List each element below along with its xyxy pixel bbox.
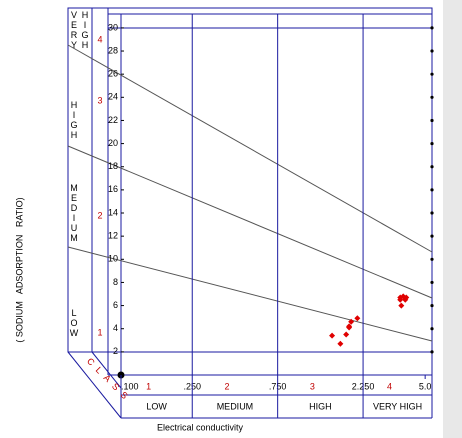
y-tick-label: 10	[108, 254, 118, 264]
y-tick-label: 20	[108, 138, 118, 148]
y-tick-label: 4	[113, 323, 118, 333]
salinity-class-label: LOW	[146, 401, 167, 411]
y-tick-dot	[430, 141, 434, 146]
salinity-class-number: 1	[146, 381, 151, 391]
x-tick-label: 5.0	[419, 381, 432, 391]
sodium-class-number: 2	[97, 210, 102, 220]
sodium-class-number: 3	[97, 95, 102, 105]
sodium-class-label: LOW	[69, 307, 79, 338]
x-tick-label: .100	[121, 381, 139, 391]
y-tick-label: 6	[113, 300, 118, 310]
sodium-class-label: VERY HIGH	[69, 10, 90, 50]
y-tick-dot	[430, 280, 434, 285]
sodium-class-number: 1	[97, 327, 102, 337]
y-tick-dot	[430, 165, 434, 169]
salinity-class-label: HIGH	[309, 401, 332, 411]
data-point	[348, 318, 355, 325]
data-point	[337, 340, 344, 347]
data-point	[354, 315, 361, 322]
data-point	[346, 323, 353, 330]
y-tick-dot	[430, 211, 434, 215]
y-tick-dot	[430, 49, 434, 53]
salinity-class-number: 3	[310, 381, 315, 391]
frame	[67, 7, 433, 419]
y-tick-label: 16	[108, 184, 118, 194]
salinity-class-number: 4	[387, 381, 392, 391]
side-strip	[443, 0, 462, 438]
sodium-class-label: MEDIUM	[69, 182, 79, 243]
y-tick-label: 24	[108, 92, 118, 102]
y-tick-label: 18	[108, 161, 118, 171]
sodium-class-label: HIGH	[69, 100, 79, 140]
y-tick-dot	[430, 350, 434, 354]
hazard-boundaries	[67, 44, 433, 342]
y-tick-label: 2	[113, 346, 118, 356]
y-axis-title: ( SODIUM ADSORPTION RATIO)	[14, 197, 24, 342]
y-tick-dot	[430, 188, 434, 192]
y-tick-dot	[430, 234, 434, 238]
data-point	[343, 331, 350, 338]
data-point	[403, 294, 410, 301]
y-tick-dot	[430, 118, 434, 123]
y-tick-label: 22	[108, 115, 118, 125]
y-tick-label: 14	[108, 207, 118, 217]
x-axis-title: Electrical conductivity	[157, 422, 244, 432]
salinity-class-label: VERY HIGH	[373, 401, 422, 411]
y-tick-dot	[430, 303, 434, 308]
y-tick-dot	[430, 327, 434, 331]
data-point	[397, 296, 404, 303]
salinity-class-label: MEDIUM	[217, 401, 254, 411]
y-tick-dot	[430, 95, 434, 99]
salinity-class-number: 2	[224, 381, 229, 391]
y-tick-dot	[430, 257, 434, 261]
data-point	[398, 302, 405, 309]
y-tick-label: 8	[113, 277, 118, 287]
y-tick-label: 26	[108, 69, 118, 79]
y-tick-label: 28	[108, 45, 118, 55]
data-point	[329, 332, 336, 339]
y-tick-label: 12	[108, 231, 118, 241]
y-tick-label: 30	[108, 22, 118, 32]
y-tick-dot	[430, 72, 434, 76]
sodium-class-number: 4	[97, 34, 102, 44]
y-tick-dot	[430, 26, 434, 30]
